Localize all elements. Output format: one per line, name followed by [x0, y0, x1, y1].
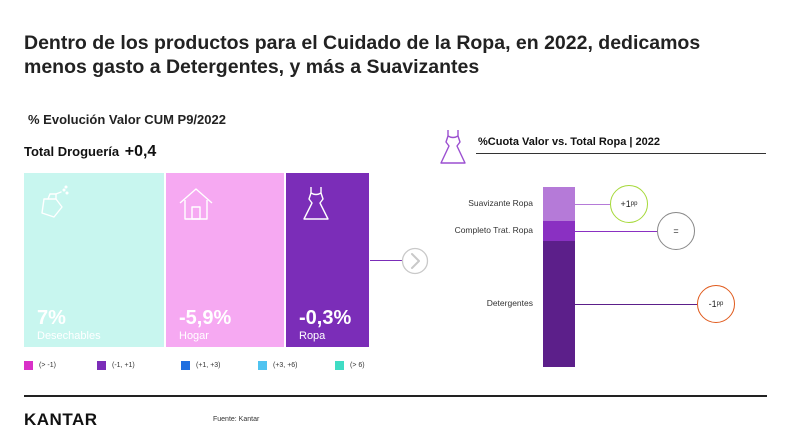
share-bar-segment: [543, 241, 575, 367]
tile-value: -5,9%: [179, 307, 232, 329]
total-label: Total Droguería: [24, 144, 120, 159]
legend-label: (> 6): [350, 362, 365, 369]
share-bar-label: Detergentes: [486, 298, 533, 308]
legend-swatch: [335, 361, 344, 370]
change-unit: pp: [716, 301, 724, 307]
title-rule: [476, 153, 766, 154]
treemap-subtitle: % Evolución Valor CUM P9/2022: [28, 112, 226, 127]
footer-divider: [24, 395, 767, 397]
change-value: +1: [620, 199, 631, 210]
share-bar-segment: [543, 187, 575, 222]
tile-desechables: 7% Desechables: [24, 173, 164, 347]
legend-swatch: [258, 361, 267, 370]
legend-item: (> 6): [335, 361, 365, 370]
dress-icon: [437, 127, 469, 172]
legend-swatch: [24, 361, 33, 370]
tile-value: -0,3%: [299, 307, 352, 329]
legend-item: (> -1): [24, 361, 56, 370]
change-value: =: [673, 226, 679, 237]
total-drogueria: Total Droguería +0,4: [24, 143, 156, 161]
legend-label: (+1, +3): [196, 362, 221, 369]
change-value: -1: [708, 299, 717, 309]
legend-item: (-1, +1): [97, 361, 135, 370]
leader-line: [575, 304, 697, 305]
legend-item: (+3, +6): [258, 361, 298, 370]
change-badge: =: [657, 212, 695, 251]
legend-label: (> -1): [39, 362, 56, 369]
tile-hogar: -5,9% Hogar: [166, 173, 284, 347]
source-note: Fuente: Kantar: [213, 416, 260, 423]
legend-item: (+1, +3): [181, 361, 221, 370]
tile-category: Hogar: [179, 330, 209, 342]
tile-category: Ropa: [299, 330, 326, 342]
chevron-right-icon: [400, 246, 430, 281]
share-bar-label: Suavizante Ropa: [468, 198, 533, 209]
change-badge: -1 pp: [697, 285, 735, 323]
total-value: +0,4: [124, 143, 157, 160]
legend-swatch: [181, 361, 190, 370]
house-icon: [176, 183, 216, 228]
tile-value: 7%: [37, 307, 66, 329]
dress-icon: [296, 183, 336, 228]
legend-label: (+3, +6): [273, 362, 298, 369]
tile-ropa: -0,3% Ropa: [286, 173, 369, 347]
share-bar-segment: [543, 221, 575, 241]
change-unit: pp: [630, 201, 638, 208]
connector-line: [370, 260, 402, 261]
page-title: Dentro de los productos para el Cuidado …: [24, 32, 701, 78]
leader-line: [575, 231, 657, 233]
tile-category: Desechables: [37, 330, 101, 342]
share-chart-title: %Cuota Valor vs. Total Ropa | 2022: [478, 136, 660, 148]
legend-label: (-1, +1): [112, 362, 135, 369]
leader-line: [575, 204, 610, 206]
color-legend: (> -1) (-1, +1) (+1, +3) (+3, +6) (> 6): [24, 361, 384, 373]
spray-bottle-icon: [34, 183, 74, 228]
legend-swatch: [97, 361, 106, 370]
change-badge: +1 pp: [610, 185, 648, 224]
kantar-logo: KANTAR: [24, 410, 98, 429]
share-bar-label: Completo Trat. Ropa: [454, 225, 533, 236]
